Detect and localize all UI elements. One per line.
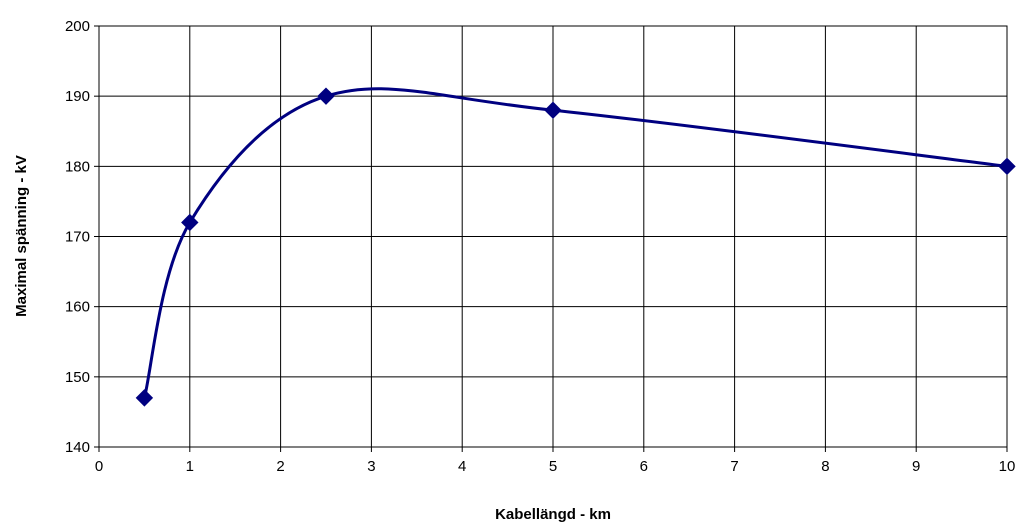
x-tick-label: 1 [186, 458, 194, 475]
x-axis-title: Kabellängd - km [495, 506, 611, 523]
data-point-marker [135, 389, 154, 407]
x-tick-label: 6 [640, 458, 648, 475]
y-tick-label: 160 [65, 299, 90, 316]
series-layer [135, 87, 1016, 407]
data-point-marker [317, 87, 335, 105]
y-tick-label: 180 [65, 158, 90, 175]
y-tick-label: 200 [65, 18, 90, 35]
y-tick-label: 190 [65, 88, 90, 105]
y-tick-label: 140 [65, 439, 90, 456]
y-tick-labels: 140 150 160 170 180 190 200 [65, 18, 90, 456]
y-tick-label: 170 [65, 229, 90, 246]
x-tick-label: 10 [999, 458, 1016, 475]
x-tick-label: 3 [367, 458, 375, 475]
grid-lines [94, 25, 1008, 452]
x-tick-label: 4 [458, 458, 466, 475]
x-tick-label: 0 [95, 458, 103, 475]
data-point-marker [544, 101, 562, 119]
y-tick-label: 150 [65, 369, 90, 386]
data-point-marker [998, 157, 1016, 176]
x-tick-label: 5 [549, 458, 557, 475]
x-tick-label: 2 [276, 458, 284, 475]
y-axis-title: Maximal spänning - kV [13, 155, 30, 317]
data-point-marker [181, 213, 199, 232]
x-tick-label: 8 [821, 458, 829, 475]
x-tick-labels: 0 1 2 3 4 5 6 7 8 9 10 [95, 458, 1016, 475]
series-line [142, 87, 1008, 399]
x-tick-label: 7 [730, 458, 738, 475]
x-tick-label: 9 [912, 458, 920, 475]
